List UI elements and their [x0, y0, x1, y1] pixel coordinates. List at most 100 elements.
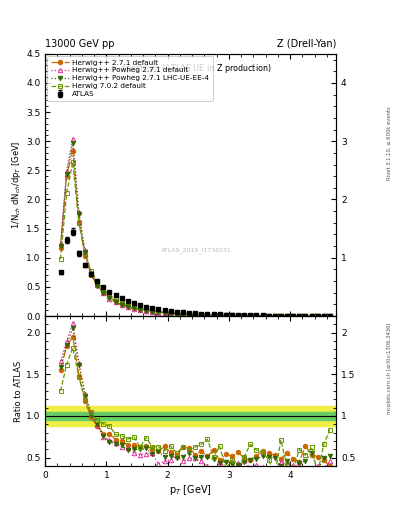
X-axis label: p$_T$ [GeV]: p$_T$ [GeV]: [169, 482, 212, 497]
Herwig 7.0.2 default: [236, 312, 241, 318]
Herwig 7.0.2 default: [132, 304, 136, 310]
Herwig++ Powheg 2.7.1 LHC-UE-EE-4: [193, 312, 198, 318]
Herwig++ 2.7.1 default: [230, 312, 234, 318]
Herwig++ Powheg 2.7.1 LHC-UE-EE-4: [315, 313, 320, 319]
Herwig++ 2.7.1 default: [70, 148, 75, 154]
Herwig 7.0.2 default: [119, 300, 124, 306]
Herwig++ Powheg 2.7.1 LHC-UE-EE-4: [58, 243, 63, 249]
Herwig++ Powheg 2.7.1 LHC-UE-EE-4: [327, 313, 332, 319]
Herwig++ 2.7.1 default: [156, 309, 161, 315]
Herwig 7.0.2 default: [266, 313, 271, 319]
Herwig++ Powheg 2.7.1 default: [260, 313, 265, 319]
Herwig++ Powheg 2.7.1 LHC-UE-EE-4: [125, 304, 130, 310]
Herwig++ Powheg 2.7.1 LHC-UE-EE-4: [70, 140, 75, 146]
Herwig++ Powheg 2.7.1 default: [58, 241, 63, 247]
Herwig 7.0.2 default: [174, 310, 179, 316]
Herwig++ 2.7.1 default: [77, 219, 81, 225]
Text: 13000 GeV pp: 13000 GeV pp: [45, 38, 115, 49]
Herwig++ Powheg 2.7.1 default: [101, 290, 106, 296]
Herwig++ Powheg 2.7.1 default: [64, 167, 69, 174]
Herwig++ 2.7.1 default: [291, 313, 296, 319]
Herwig 7.0.2 default: [217, 312, 222, 318]
Herwig++ 2.7.1 default: [58, 245, 63, 251]
Herwig++ Powheg 2.7.1 LHC-UE-EE-4: [168, 310, 173, 316]
Herwig 7.0.2 default: [327, 313, 332, 319]
Herwig 7.0.2 default: [107, 292, 112, 298]
Herwig++ 2.7.1 default: [266, 313, 271, 319]
Herwig 7.0.2 default: [309, 313, 314, 319]
Herwig++ 2.7.1 default: [168, 310, 173, 316]
Text: ATLAS_2019_I1736531: ATLAS_2019_I1736531: [161, 248, 232, 253]
Herwig++ Powheg 2.7.1 default: [193, 312, 198, 318]
Herwig 7.0.2 default: [168, 310, 173, 316]
Herwig++ Powheg 2.7.1 default: [327, 313, 332, 319]
Herwig++ 2.7.1 default: [205, 312, 210, 318]
Herwig++ Powheg 2.7.1 LHC-UE-EE-4: [199, 312, 204, 318]
Herwig 7.0.2 default: [156, 309, 161, 315]
Herwig 7.0.2 default: [279, 313, 283, 319]
Herwig 7.0.2 default: [150, 308, 155, 314]
Text: Rivet 3.1.10, ≥ 600k events: Rivet 3.1.10, ≥ 600k events: [387, 106, 391, 180]
Herwig++ 2.7.1 default: [309, 313, 314, 319]
Herwig 7.0.2 default: [303, 313, 308, 319]
Line: Herwig 7.0.2 default: Herwig 7.0.2 default: [58, 160, 332, 318]
Herwig++ Powheg 2.7.1 default: [174, 311, 179, 317]
Herwig++ 2.7.1 default: [187, 311, 191, 317]
Herwig++ Powheg 2.7.1 LHC-UE-EE-4: [272, 313, 277, 319]
Herwig 7.0.2 default: [199, 311, 204, 317]
Y-axis label: Ratio to ATLAS: Ratio to ATLAS: [14, 360, 23, 421]
Line: Herwig++ 2.7.1 default: Herwig++ 2.7.1 default: [58, 149, 332, 318]
Herwig++ Powheg 2.7.1 LHC-UE-EE-4: [211, 312, 216, 318]
Herwig 7.0.2 default: [95, 279, 99, 285]
Herwig++ Powheg 2.7.1 LHC-UE-EE-4: [236, 312, 241, 318]
Herwig++ 2.7.1 default: [132, 305, 136, 311]
Herwig++ 2.7.1 default: [236, 312, 241, 318]
Herwig++ Powheg 2.7.1 default: [297, 313, 302, 319]
Herwig++ Powheg 2.7.1 default: [70, 136, 75, 142]
Herwig++ Powheg 2.7.1 default: [242, 313, 246, 319]
Herwig++ Powheg 2.7.1 default: [83, 247, 87, 253]
Herwig++ Powheg 2.7.1 default: [285, 313, 289, 319]
Herwig++ Powheg 2.7.1 LHC-UE-EE-4: [187, 311, 191, 317]
Herwig 7.0.2 default: [77, 220, 81, 226]
Herwig++ Powheg 2.7.1 LHC-UE-EE-4: [217, 312, 222, 318]
Herwig++ 2.7.1 default: [199, 312, 204, 318]
Herwig++ Powheg 2.7.1 default: [119, 302, 124, 308]
Line: Herwig++ Powheg 2.7.1 default: Herwig++ Powheg 2.7.1 default: [58, 136, 332, 318]
Herwig++ Powheg 2.7.1 default: [230, 312, 234, 318]
Herwig++ 2.7.1 default: [297, 313, 302, 319]
Herwig++ 2.7.1 default: [315, 313, 320, 319]
Herwig++ Powheg 2.7.1 default: [187, 311, 191, 317]
Text: p$_T$ spectrum (ATLAS UE in Z production): p$_T$ spectrum (ATLAS UE in Z production…: [110, 61, 272, 75]
Herwig++ Powheg 2.7.1 LHC-UE-EE-4: [162, 310, 167, 316]
Herwig++ 2.7.1 default: [83, 252, 87, 259]
Herwig 7.0.2 default: [70, 159, 75, 165]
Herwig++ 2.7.1 default: [107, 294, 112, 300]
Herwig++ Powheg 2.7.1 default: [236, 312, 241, 318]
Herwig++ Powheg 2.7.1 LHC-UE-EE-4: [77, 211, 81, 217]
Herwig++ Powheg 2.7.1 LHC-UE-EE-4: [64, 170, 69, 177]
Herwig 7.0.2 default: [187, 311, 191, 317]
Herwig++ Powheg 2.7.1 LHC-UE-EE-4: [254, 313, 259, 319]
Herwig++ Powheg 2.7.1 default: [211, 312, 216, 318]
Herwig++ Powheg 2.7.1 LHC-UE-EE-4: [248, 313, 253, 319]
Herwig 7.0.2 default: [138, 306, 142, 312]
Herwig++ 2.7.1 default: [113, 297, 118, 304]
Legend: Herwig++ 2.7.1 default, Herwig++ Powheg 2.7.1 default, Herwig++ Powheg 2.7.1 LHC: Herwig++ 2.7.1 default, Herwig++ Powheg …: [48, 56, 213, 101]
Herwig++ Powheg 2.7.1 default: [162, 310, 167, 316]
Herwig 7.0.2 default: [162, 309, 167, 315]
Herwig++ 2.7.1 default: [248, 313, 253, 319]
Herwig++ 2.7.1 default: [260, 313, 265, 319]
Herwig++ 2.7.1 default: [119, 301, 124, 307]
Herwig++ Powheg 2.7.1 LHC-UE-EE-4: [260, 313, 265, 319]
Herwig++ 2.7.1 default: [162, 309, 167, 315]
Herwig 7.0.2 default: [230, 312, 234, 318]
Herwig++ 2.7.1 default: [303, 313, 308, 319]
Herwig++ Powheg 2.7.1 LHC-UE-EE-4: [132, 305, 136, 311]
Herwig++ Powheg 2.7.1 default: [181, 311, 185, 317]
Herwig++ Powheg 2.7.1 default: [107, 295, 112, 302]
Herwig 7.0.2 default: [101, 287, 106, 293]
Herwig++ Powheg 2.7.1 default: [125, 304, 130, 310]
Herwig++ 2.7.1 default: [224, 312, 228, 318]
Herwig++ Powheg 2.7.1 LHC-UE-EE-4: [156, 309, 161, 315]
